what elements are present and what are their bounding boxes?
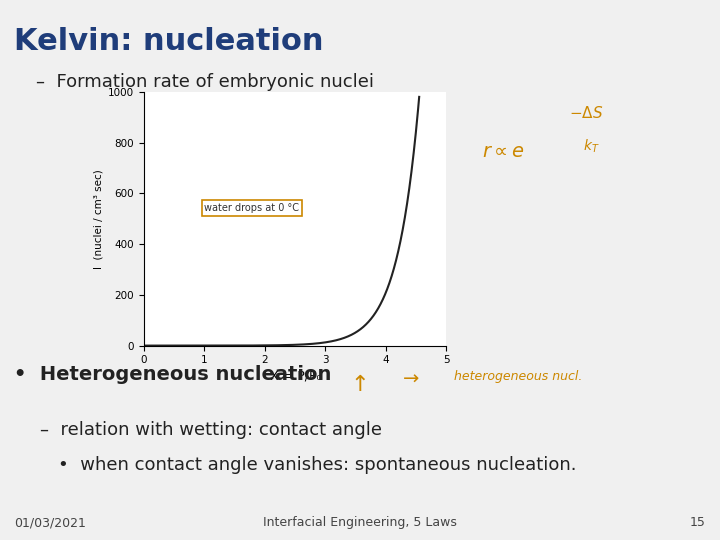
Text: Kelvin: nucleation: Kelvin: nucleation (14, 27, 324, 56)
Text: →: → (403, 370, 420, 389)
Text: ↑: ↑ (351, 375, 369, 395)
Text: water drops at 0 °C: water drops at 0 °C (204, 203, 300, 213)
Text: $k_T$: $k_T$ (583, 137, 600, 154)
Text: –  Formation rate of embryonic nuclei: – Formation rate of embryonic nuclei (36, 73, 374, 91)
Text: •  when contact angle vanishes: spontaneous nucleation.: • when contact angle vanishes: spontaneo… (58, 456, 576, 474)
X-axis label: X = P/P₀: X = P/P₀ (269, 369, 321, 382)
Y-axis label: I  (nuclei / cm³ sec): I (nuclei / cm³ sec) (94, 169, 104, 268)
Text: heterogeneous nucl.: heterogeneous nucl. (454, 370, 582, 383)
Text: –  relation with wetting: contact angle: – relation with wetting: contact angle (40, 421, 382, 439)
Text: 01/03/2021: 01/03/2021 (14, 516, 86, 529)
Text: Interfacial Engineering, 5 Laws: Interfacial Engineering, 5 Laws (263, 516, 457, 529)
Text: 15: 15 (690, 516, 706, 529)
Text: •  Heterogeneous nucleation: • Heterogeneous nucleation (14, 364, 332, 383)
Text: $r \propto e$: $r \propto e$ (482, 141, 525, 161)
Text: $-\Delta S$: $-\Delta S$ (569, 105, 603, 122)
